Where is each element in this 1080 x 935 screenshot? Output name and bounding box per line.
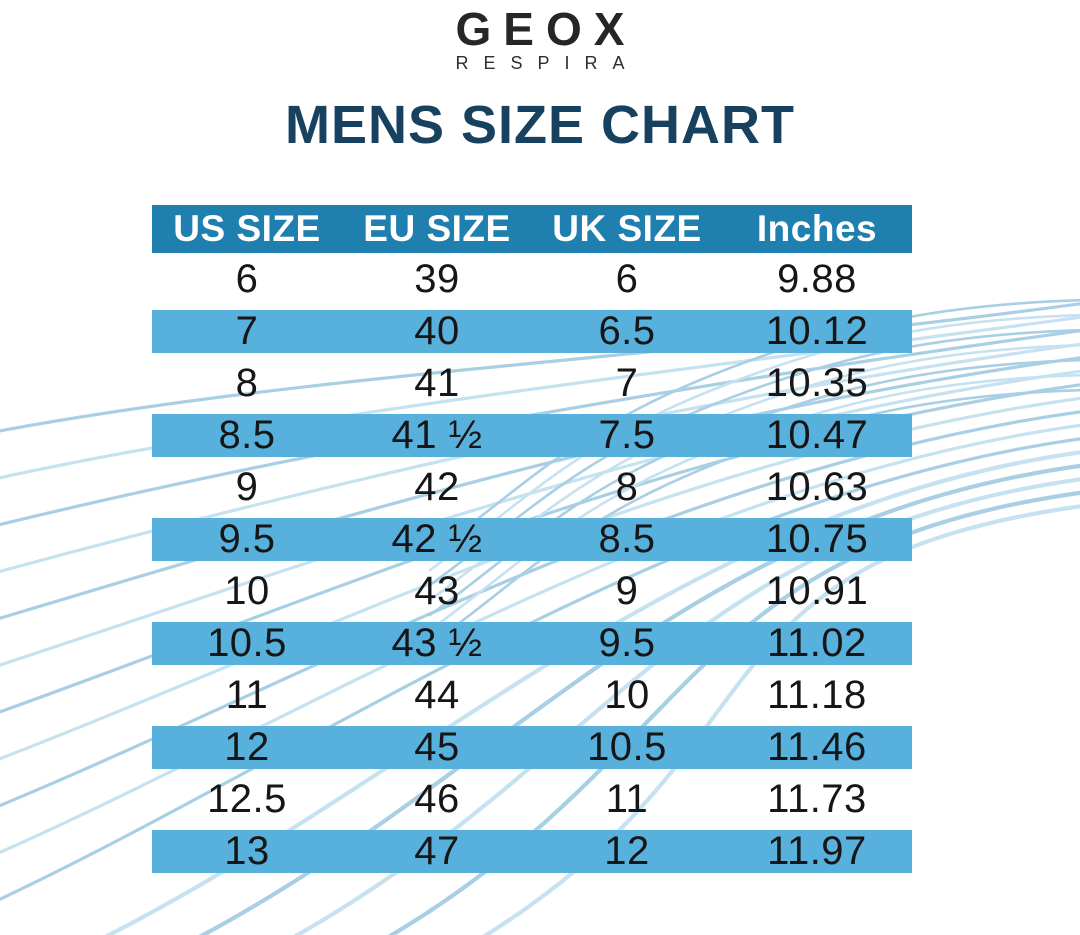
cell-eu-size: 44 <box>414 672 460 717</box>
logo-brand: GEOX <box>455 3 637 55</box>
cell-eu-size: 40 <box>414 308 460 353</box>
cell-eu-size: 46 <box>414 776 460 821</box>
cell-eu-size: 42 <box>414 464 460 509</box>
cell-us-size: 12.5 <box>207 776 287 821</box>
header-cell-us-size: US SIZE <box>173 208 321 249</box>
cell-uk-size: 12 <box>604 828 650 873</box>
header-cell-eu-size: EU SIZE <box>363 208 511 249</box>
table-row: 10.5 43 ½ 9.5 11.02 <box>152 617 912 669</box>
cell-eu-size: 45 <box>414 724 460 769</box>
logo-subbrand: RESPIRA <box>455 53 640 73</box>
cell-inches: 9.88 <box>777 256 857 301</box>
cell-eu-size: 41 <box>414 360 460 405</box>
cell-us-size: 13 <box>224 828 270 873</box>
cell-inches: 10.91 <box>765 568 869 613</box>
table-row: 13 47 12 11.97 <box>152 825 912 877</box>
cell-inches: 10.35 <box>765 360 869 405</box>
cell-us-size: 10.5 <box>207 620 287 665</box>
table-row: 9 42 8 10.63 <box>152 461 912 513</box>
cell-uk-size: 9 <box>615 568 639 613</box>
cell-us-size: 6 <box>235 256 259 301</box>
cell-us-size: 8.5 <box>218 412 276 457</box>
header-cell-uk-size: UK SIZE <box>552 208 702 249</box>
cell-uk-size: 10.5 <box>587 724 667 769</box>
cell-eu-size: 43 ½ <box>391 620 483 665</box>
table-row: 10 43 9 10.91 <box>152 565 912 617</box>
cell-uk-size: 8.5 <box>598 516 656 561</box>
cell-uk-size: 9.5 <box>598 620 656 665</box>
brand-logo: GEOX RESPIRA <box>0 6 1080 74</box>
cell-uk-size: 8 <box>615 464 639 509</box>
cell-uk-size: 6.5 <box>598 308 656 353</box>
size-table: US SIZE EU SIZE UK SIZE Inches 6 39 6 9.… <box>152 205 912 877</box>
cell-inches: 11.97 <box>767 828 867 873</box>
cell-uk-size: 6 <box>615 256 639 301</box>
cell-eu-size: 43 <box>414 568 460 613</box>
table-row: 7 40 6.5 10.12 <box>152 305 912 357</box>
table-row: 8.5 41 ½ 7.5 10.47 <box>152 409 912 461</box>
cell-us-size: 10 <box>224 568 270 613</box>
cell-inches: 10.47 <box>765 412 869 457</box>
cell-uk-size: 11 <box>605 776 649 821</box>
cell-inches: 11.73 <box>767 776 867 821</box>
cell-eu-size: 42 ½ <box>391 516 483 561</box>
table-row: 9.5 42 ½ 8.5 10.75 <box>152 513 912 565</box>
cell-uk-size: 7 <box>615 360 639 405</box>
cell-us-size: 9 <box>235 464 259 509</box>
table-row: 8 41 7 10.35 <box>152 357 912 409</box>
table-header-row: US SIZE EU SIZE UK SIZE Inches <box>152 205 912 253</box>
cell-us-size: 12 <box>224 724 270 769</box>
cell-inches: 11.46 <box>767 724 867 769</box>
cell-us-size: 7 <box>235 308 259 353</box>
cell-eu-size: 41 ½ <box>391 412 483 457</box>
cell-eu-size: 47 <box>414 828 460 873</box>
cell-inches: 10.63 <box>765 464 869 509</box>
cell-inches: 10.75 <box>765 516 869 561</box>
cell-us-size: 8 <box>235 360 259 405</box>
cell-inches: 10.12 <box>765 308 869 353</box>
cell-inches: 11.18 <box>767 672 867 717</box>
cell-eu-size: 39 <box>414 256 460 301</box>
table-row: 11 44 10 11.18 <box>152 669 912 721</box>
cell-uk-size: 7.5 <box>598 412 656 457</box>
table-row: 6 39 6 9.88 <box>152 253 912 305</box>
page-title: MENS SIZE CHART <box>284 95 796 155</box>
header-cell-inches: Inches <box>756 208 878 249</box>
cell-uk-size: 10 <box>604 672 650 717</box>
table-row: 12.5 46 11 11.73 <box>152 773 912 825</box>
cell-us-size: 11 <box>225 672 269 717</box>
cell-us-size: 9.5 <box>218 516 276 561</box>
cell-inches: 11.02 <box>767 620 867 665</box>
table-row: 12 45 10.5 11.46 <box>152 721 912 773</box>
